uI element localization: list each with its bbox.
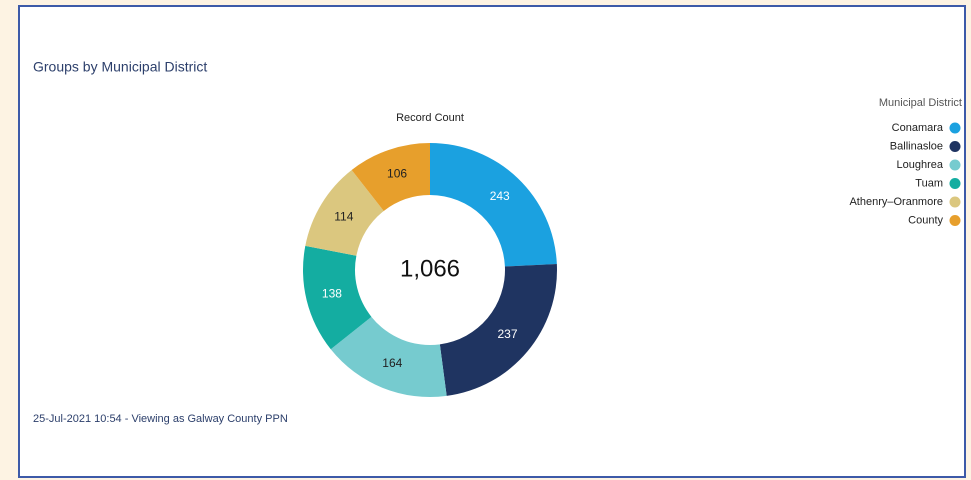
legend-label: Conamara [892, 122, 944, 134]
legend-swatch [949, 196, 961, 208]
slice-label: 243 [490, 189, 510, 203]
legend-label: Tuam [915, 177, 943, 189]
legend-label: Loughrea [897, 159, 944, 171]
legend-swatch [949, 122, 961, 134]
legend-swatch [949, 159, 961, 171]
slice-label: 237 [497, 327, 517, 341]
donut-slice [430, 143, 557, 267]
slice-label: 106 [387, 167, 407, 181]
legend-label: Athenry–Oranmore [849, 196, 943, 208]
legend-swatch [949, 178, 961, 189]
footer: 25-Jul-2021 10:54 - Viewing as Galway Co… [33, 413, 288, 425]
chart-title: Groups by Municipal District [33, 59, 207, 75]
slice-label: 164 [382, 356, 402, 370]
slice-label: 138 [322, 286, 342, 300]
dashboard-panel [18, 5, 966, 478]
legend-title: Municipal District [879, 97, 962, 109]
legend-swatch [949, 141, 961, 152]
slice-label: 114 [334, 209, 353, 223]
donut-slice [302, 245, 372, 350]
donut-slice [305, 170, 384, 256]
chart-subtitle: Record Count [396, 112, 464, 124]
legend-swatch [949, 215, 961, 226]
legend-label: Ballinasloe [890, 140, 943, 152]
donut-slice [351, 143, 430, 211]
total-label: 1,066 [400, 255, 460, 282]
donut-slice [439, 264, 557, 396]
donut-slice [330, 316, 447, 397]
legend-label: County [908, 214, 943, 226]
